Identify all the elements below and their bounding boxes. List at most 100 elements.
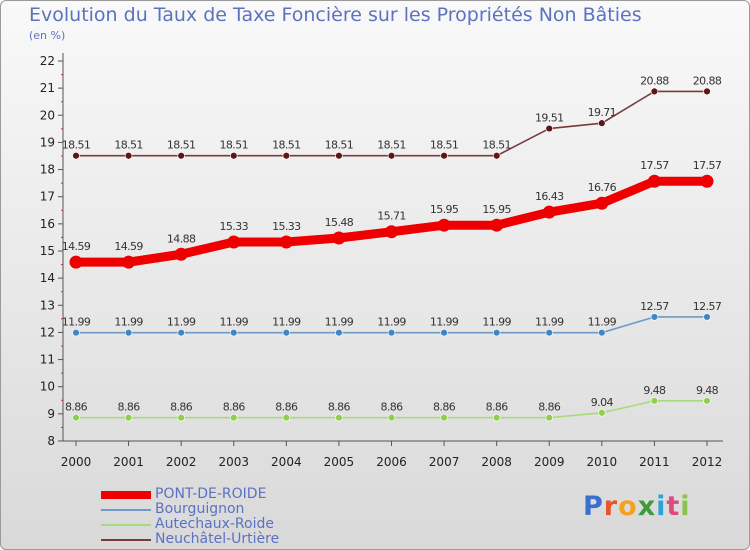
logo-letter: x bbox=[637, 491, 657, 522]
data-label: 11.99 bbox=[377, 316, 406, 329]
y-tick-label: 19 bbox=[40, 135, 55, 149]
data-label: 18.51 bbox=[482, 139, 511, 152]
data-point bbox=[385, 225, 398, 239]
data-point bbox=[174, 247, 188, 261]
logo-letter: r bbox=[603, 491, 619, 522]
y-tick-label: 9 bbox=[47, 407, 55, 421]
y-tick-label: 21 bbox=[40, 81, 55, 95]
data-label: 14.59 bbox=[114, 240, 143, 253]
data-label: 17.57 bbox=[640, 159, 669, 172]
data-point bbox=[595, 196, 609, 210]
data-label: 8.86 bbox=[486, 401, 509, 414]
legend-label: PONT-DE-ROIDE bbox=[155, 486, 267, 502]
data-label: 9.04 bbox=[591, 396, 614, 409]
data-point bbox=[703, 397, 711, 405]
legend-swatch bbox=[101, 538, 151, 541]
data-point bbox=[650, 87, 659, 96]
data-point bbox=[335, 152, 343, 160]
data-point bbox=[124, 152, 133, 160]
data-point bbox=[69, 255, 83, 269]
logo-letter: i bbox=[680, 491, 691, 522]
chart-legend: PONT-DE-ROIDE Bourguignon Autechaux-Roide N… bbox=[101, 487, 279, 547]
y-tick-label: 10 bbox=[40, 380, 55, 394]
data-label: 18.51 bbox=[62, 139, 91, 152]
x-tick-label: 2010 bbox=[587, 455, 618, 469]
x-tick-label: 2009 bbox=[534, 455, 565, 469]
logo-letter: P bbox=[583, 491, 604, 522]
data-point bbox=[542, 205, 556, 219]
data-label: 18.51 bbox=[325, 139, 354, 152]
data-point bbox=[72, 413, 80, 422]
logo-letter: t bbox=[666, 491, 681, 522]
data-point bbox=[177, 413, 185, 422]
data-point bbox=[230, 152, 238, 160]
data-point bbox=[282, 329, 291, 337]
data-label: 14.88 bbox=[167, 232, 196, 245]
data-label: 8.86 bbox=[380, 401, 403, 414]
legend-item: Bourguignon bbox=[101, 502, 279, 517]
x-tick-label: 2000 bbox=[61, 455, 92, 469]
data-label: 11.99 bbox=[272, 316, 301, 329]
x-tick-label: 2012 bbox=[692, 455, 723, 469]
data-point bbox=[545, 413, 553, 422]
data-point bbox=[122, 255, 136, 269]
data-point bbox=[177, 329, 185, 337]
data-label: 11.99 bbox=[220, 316, 249, 329]
data-label: 16.43 bbox=[535, 190, 564, 203]
data-label: 20.88 bbox=[640, 74, 669, 87]
x-tick-label: 2007 bbox=[429, 455, 460, 469]
data-label: 15.95 bbox=[430, 203, 459, 216]
data-label: 9.48 bbox=[696, 384, 719, 397]
data-label: 18.51 bbox=[430, 139, 459, 152]
data-point bbox=[703, 87, 711, 96]
legend-label: Bourguignon bbox=[155, 501, 245, 517]
data-point bbox=[437, 218, 451, 232]
data-label: 15.95 bbox=[482, 203, 511, 216]
data-label: 18.51 bbox=[272, 139, 301, 152]
data-point bbox=[230, 329, 238, 337]
data-point bbox=[700, 174, 714, 188]
data-label: 15.33 bbox=[272, 220, 301, 233]
data-label: 8.86 bbox=[538, 401, 561, 414]
data-label: 12.57 bbox=[640, 300, 669, 313]
data-point bbox=[440, 152, 448, 160]
chart-subtitle: (en %) bbox=[29, 29, 66, 42]
data-label: 8.86 bbox=[433, 401, 456, 414]
legend-item: PONT-DE-ROIDE bbox=[101, 487, 279, 502]
x-tick-label: 2001 bbox=[113, 455, 144, 469]
data-point bbox=[124, 413, 133, 422]
data-point bbox=[598, 409, 606, 417]
data-label: 18.51 bbox=[167, 139, 196, 152]
logo-letter: i bbox=[656, 491, 667, 522]
data-label: 11.99 bbox=[325, 316, 354, 329]
data-point bbox=[492, 152, 501, 160]
legend-item: Neuchâtel-Urtière bbox=[101, 532, 279, 547]
data-point bbox=[282, 413, 291, 422]
data-label: 19.71 bbox=[588, 106, 617, 119]
data-label: 11.99 bbox=[114, 316, 143, 329]
data-point bbox=[387, 413, 396, 422]
data-point bbox=[440, 329, 448, 337]
chart-title: Evolution du Taux de Taxe Foncière sur l… bbox=[29, 4, 642, 26]
data-label: 8.86 bbox=[118, 401, 141, 414]
data-label: 8.86 bbox=[223, 401, 246, 414]
legend-item: Autechaux-Roide bbox=[101, 517, 279, 532]
data-point bbox=[650, 313, 659, 321]
x-tick-label: 2011 bbox=[639, 455, 670, 469]
data-point bbox=[598, 329, 606, 337]
x-tick-label: 2003 bbox=[218, 455, 249, 469]
data-label: 11.99 bbox=[62, 316, 91, 329]
data-label: 8.86 bbox=[65, 401, 88, 414]
data-point bbox=[492, 329, 501, 337]
legend-label: Neuchâtel-Urtière bbox=[155, 531, 280, 547]
legend-swatch bbox=[101, 523, 151, 526]
legend-label: Autechaux-Roide bbox=[155, 516, 274, 532]
data-label: 15.71 bbox=[377, 210, 406, 223]
y-tick-label: 22 bbox=[40, 54, 55, 68]
data-point bbox=[230, 413, 238, 422]
y-tick-label: 12 bbox=[40, 325, 55, 339]
y-tick-label: 13 bbox=[40, 298, 55, 312]
data-point bbox=[492, 413, 501, 422]
